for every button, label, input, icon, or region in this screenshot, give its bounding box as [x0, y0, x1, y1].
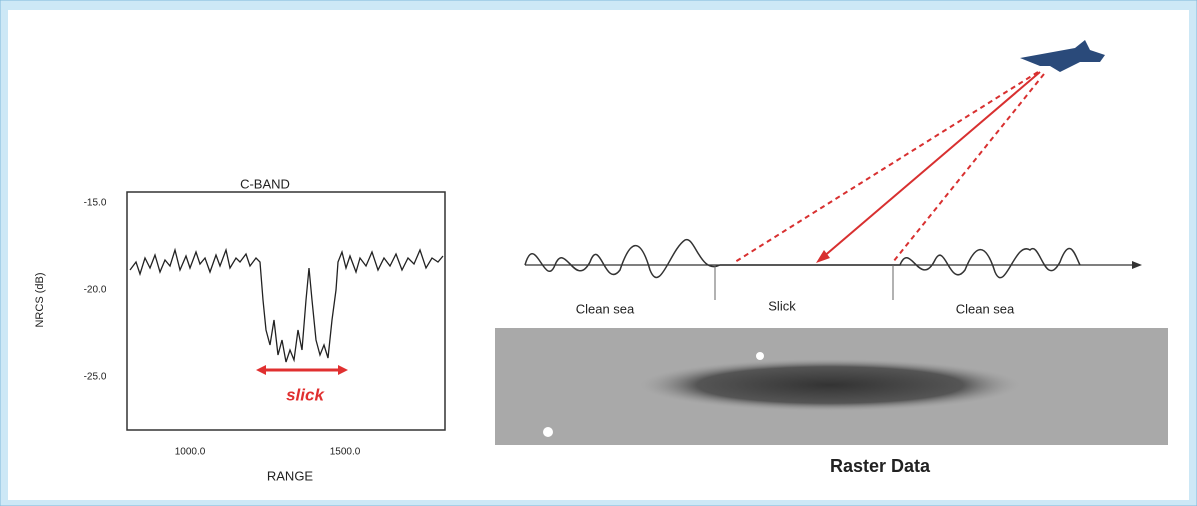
- zone-label: Slick: [768, 298, 796, 313]
- arrow-head: [256, 365, 266, 375]
- radar-beam: [892, 73, 1045, 263]
- raster-caption: Raster Data: [830, 456, 931, 476]
- x-tick-label: 1500.0: [330, 447, 361, 458]
- zone-label: Clean sea: [956, 301, 1015, 316]
- aircraft: [1020, 40, 1105, 72]
- arrow-head: [338, 365, 348, 375]
- zone-label: Clean sea: [576, 301, 635, 316]
- signal-trace: [129, 247, 444, 363]
- wave-profile: [524, 239, 1081, 279]
- slick-region: [640, 359, 1020, 411]
- radar-beam: [734, 71, 1039, 263]
- arrow-head: [1132, 261, 1142, 269]
- y-axis-label: NRCS (dB): [34, 272, 46, 327]
- x-tick-label: 1000.0: [175, 447, 206, 458]
- x-axis-label: RANGE: [267, 468, 314, 483]
- bright-spot: [756, 352, 764, 360]
- arrow-head: [816, 250, 830, 263]
- y-tick-label: -15.0: [84, 198, 107, 209]
- plot-title: C-BAND: [240, 176, 290, 191]
- y-tick-label: -25.0: [84, 372, 107, 383]
- bright-spot: [543, 427, 553, 437]
- slick-annotation: slick: [286, 385, 325, 404]
- plot-box: [126, 191, 446, 431]
- y-tick-label: -20.0: [84, 285, 107, 296]
- radar-beam: [821, 71, 1041, 259]
